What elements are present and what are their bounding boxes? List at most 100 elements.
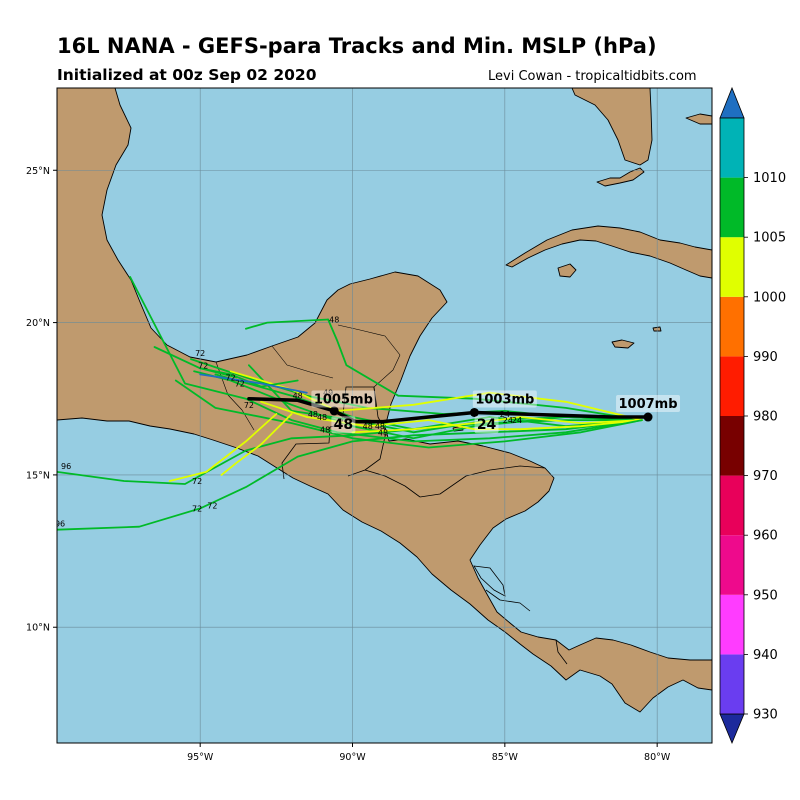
lat-tick-label: 25°N xyxy=(26,166,50,177)
member-hour-label: 48 xyxy=(375,422,385,431)
colorbar-segment xyxy=(720,177,744,238)
member-hour-label: 48 xyxy=(317,413,327,422)
member-hour-label: 24 xyxy=(503,416,513,425)
member-hour-label: 72 xyxy=(192,504,202,513)
colorbar-level-label: 980 xyxy=(753,410,778,425)
member-track-line xyxy=(153,346,238,379)
member-track-line xyxy=(57,419,643,531)
ensemble-member-tracks xyxy=(57,275,643,531)
member-hour-label: 48 xyxy=(293,392,303,401)
member-track-line xyxy=(220,413,293,476)
colorbar-segment xyxy=(720,356,744,416)
mean-pressure-label: 1005mb xyxy=(314,392,373,407)
costarica-panama-border xyxy=(555,639,568,665)
lat-tick-label: 20°N xyxy=(26,318,50,329)
colorbar-level-label: 960 xyxy=(753,529,778,544)
yucatan-campeche-border xyxy=(337,324,401,356)
colorbar-segment xyxy=(720,118,744,178)
cuba-landmass xyxy=(505,225,712,279)
label-halo xyxy=(311,390,376,408)
init-time-subtitle: Initialized at 00z Sep 02 2020 xyxy=(57,66,317,84)
page-title: 16L NANA - GEFS-para Tracks and Min. MSL… xyxy=(57,34,657,58)
member-hour-label: 72 xyxy=(207,501,217,510)
florida-landmass xyxy=(571,88,653,166)
colorbar-segment xyxy=(720,237,744,297)
author-credit: Levi Cowan - tropicaltidbits.com xyxy=(488,69,697,84)
colorbar-extend-max xyxy=(719,86,745,119)
honduras-nicaragua-border xyxy=(419,465,546,498)
member-track-line xyxy=(244,318,330,330)
mean-track-point xyxy=(469,407,479,417)
colorbar-segment xyxy=(720,416,744,476)
mean-pressure-label: 1003mb xyxy=(475,392,534,407)
campeche-quintanaroo-border xyxy=(373,354,401,388)
map-frame xyxy=(56,87,713,744)
member-hour-label: 72 xyxy=(195,349,205,358)
pressure-colorbar: 930 940 950 960 970 980 990 1000 1005 1010 xyxy=(719,86,786,745)
member-hour-label: 72 xyxy=(235,380,245,389)
member-track-line xyxy=(174,379,643,449)
colorbar-segment xyxy=(720,654,744,714)
mean-track-point xyxy=(329,406,339,416)
mean-hour-label: 24 xyxy=(477,417,497,433)
jamaica-landmass xyxy=(611,339,635,349)
label-halo xyxy=(474,416,499,434)
lon-tick-label: 85°W xyxy=(492,752,519,763)
mean-track-line xyxy=(247,396,650,424)
lon-tick-label: 95°W xyxy=(187,752,214,763)
mean-hour-label: 48 xyxy=(334,417,353,433)
colorbar-extend-min xyxy=(719,713,745,745)
lat-tick-label: 15°N xyxy=(26,470,50,481)
member-hour-label: 72 xyxy=(198,361,208,370)
member-track-line xyxy=(168,413,278,482)
lat-tick-label: 10°N xyxy=(26,623,50,634)
nicaragua-costarica-border xyxy=(485,589,531,612)
member-hour-label: 48 xyxy=(308,410,318,419)
member-hour-label: 48 xyxy=(329,316,339,325)
member-hour-label: 72 xyxy=(244,401,254,410)
label-halo xyxy=(472,390,537,408)
member-track-line xyxy=(129,275,643,443)
isla-juventud xyxy=(557,263,577,278)
member-hour-label: 48 xyxy=(320,425,330,434)
colorbar-segment xyxy=(720,535,744,595)
member-hour-label: 72 xyxy=(226,373,236,382)
colorbar-level-label: 940 xyxy=(753,648,778,663)
member-hour-label: 96 xyxy=(55,520,65,529)
member-hour-label: 49 xyxy=(323,389,333,398)
colorbar-level-label: 970 xyxy=(753,469,778,484)
colorbar-segment xyxy=(720,296,744,357)
country-borders xyxy=(281,386,568,665)
member-track-line xyxy=(193,370,643,440)
member-hour-label: 24 xyxy=(512,416,522,425)
lon-tick-label: 90°W xyxy=(339,752,366,763)
label-halo xyxy=(331,416,356,434)
member-hour-label: 48 xyxy=(378,428,388,437)
member-hour-label: 48 xyxy=(363,422,373,431)
member-hour-label: 96 xyxy=(61,462,71,471)
mean-track-point xyxy=(643,412,653,422)
member-track-line xyxy=(351,416,643,434)
honduras-elsalvador-border xyxy=(364,469,421,498)
mean-pressure-label: 1007mb xyxy=(618,397,677,412)
bahamas-east-island xyxy=(685,113,712,125)
colorbar-segment xyxy=(720,475,744,536)
ensemble-mean-track: 1007mb 1003mb 1005mb 24 48 xyxy=(247,390,681,434)
mexico-guatemala-border xyxy=(281,386,377,480)
colorbar-level-label: 990 xyxy=(753,350,778,365)
colorbar-segment xyxy=(720,594,744,655)
axis-ticks: 95°W 90°W 85°W 80°W 25°N 20°N 15°N 10°N xyxy=(26,166,671,763)
guatemala-honduras-border xyxy=(347,431,387,477)
member-track-line xyxy=(327,318,643,422)
colorbar-level-label: 1005 xyxy=(753,231,786,246)
colorbar-level-label: 1010 xyxy=(753,171,786,186)
colorbar-level-label: 930 xyxy=(753,708,778,723)
colorbar-level-label: 1000 xyxy=(753,290,786,305)
tabasco-border xyxy=(271,345,334,379)
member-track-line xyxy=(199,373,308,394)
mainland-landmass xyxy=(57,88,712,713)
lon-tick-label: 80°W xyxy=(644,752,671,763)
gridlines xyxy=(57,88,712,743)
